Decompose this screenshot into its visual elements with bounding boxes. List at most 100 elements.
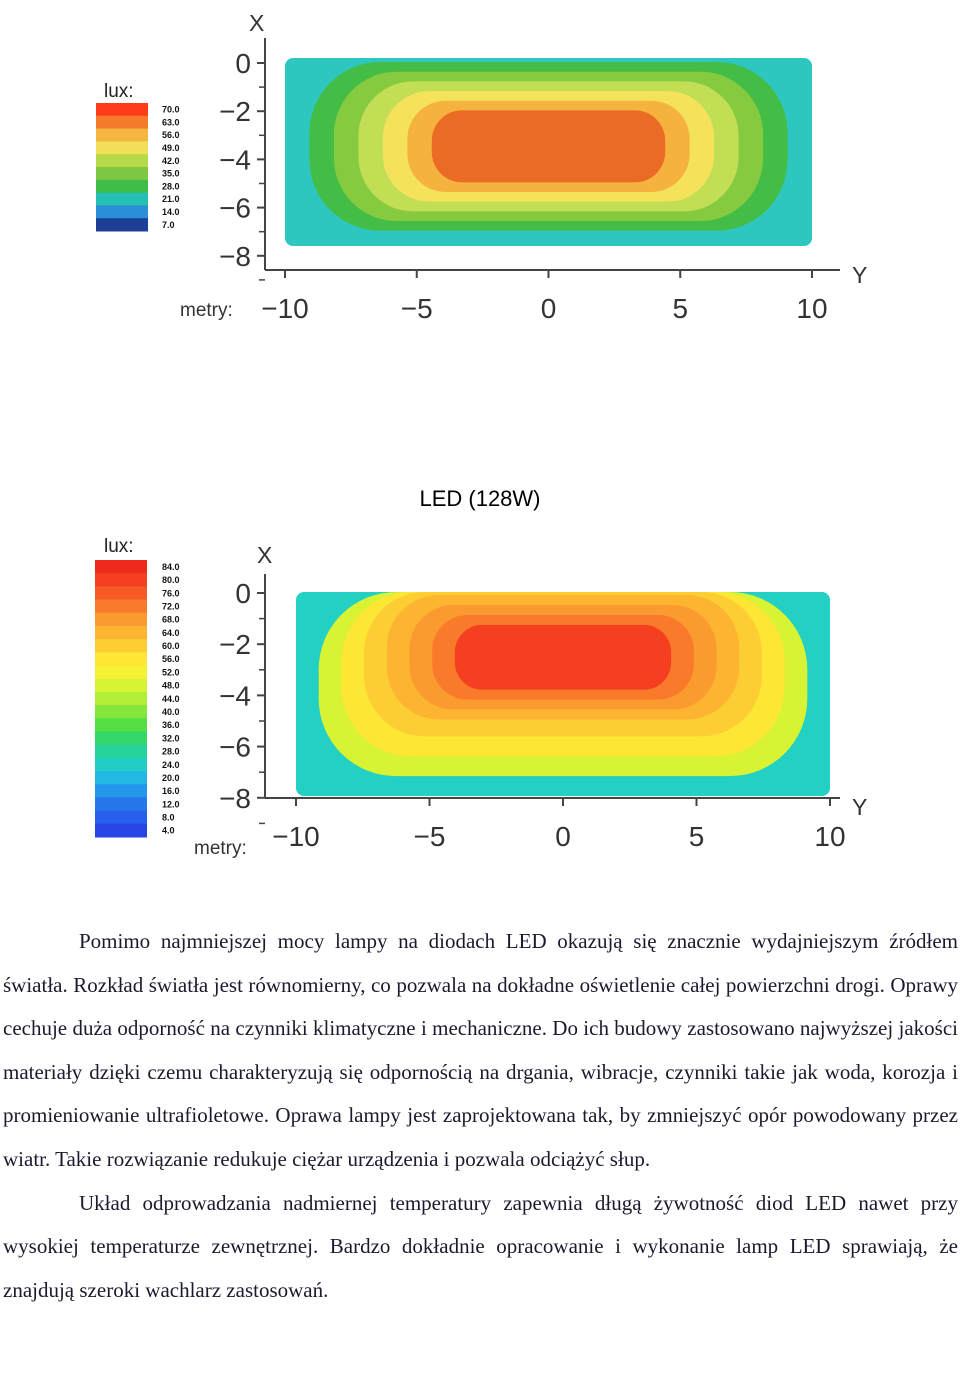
legend-swatch bbox=[96, 205, 148, 219]
legend-swatch bbox=[95, 599, 147, 614]
legend-swatch bbox=[96, 103, 148, 117]
legend-swatch bbox=[95, 823, 147, 838]
legend-value-label: 52.0 bbox=[162, 667, 180, 677]
contour-map-1 bbox=[285, 58, 812, 246]
legend-value-label: 72.0 bbox=[162, 601, 180, 611]
y-tick-label: −5 bbox=[414, 821, 446, 852]
legend-value-label: 56.0 bbox=[162, 654, 180, 664]
legend-value-label: 48.0 bbox=[162, 681, 180, 691]
legend-2: lux: 84.0 80.0 76.0 72.0 68.0 64.0 60.0 56.0 52.… bbox=[95, 536, 180, 838]
legend-swatch bbox=[95, 784, 147, 798]
y-tick-label: 5 bbox=[672, 293, 688, 324]
y-tick-label: 5 bbox=[689, 821, 705, 852]
x-tick-label: −2 bbox=[219, 629, 251, 660]
legend-value-label: 68.0 bbox=[162, 615, 180, 625]
legend-value-label: 28.0 bbox=[162, 181, 180, 191]
legend-value-label: 76.0 bbox=[162, 588, 180, 598]
legend-value-label: 84.0 bbox=[162, 562, 180, 572]
x-tick-label: 0 bbox=[235, 578, 251, 609]
y-tick-label: −10 bbox=[261, 293, 309, 324]
legend-title: lux: bbox=[104, 81, 134, 102]
legend-swatch bbox=[96, 128, 148, 142]
legend-swatch bbox=[96, 179, 148, 194]
y-tick-label: 10 bbox=[796, 293, 827, 324]
x-tick-label: −4 bbox=[219, 680, 251, 711]
x-axis-label: X bbox=[249, 10, 264, 36]
legend-value-label: 7.0 bbox=[162, 220, 175, 230]
y-axis-label: Y bbox=[852, 262, 867, 288]
y-tick-label: 0 bbox=[555, 821, 571, 852]
article-text: Pomimo najmniejszej mocy lampy na diodac… bbox=[3, 920, 958, 1312]
legend-swatch bbox=[95, 586, 147, 601]
legend-value-label: 70.0 bbox=[162, 105, 180, 115]
x-tick-label: −6 bbox=[219, 193, 251, 224]
legend-value-label: 32.0 bbox=[162, 733, 180, 743]
legend-value-label: 20.0 bbox=[162, 773, 180, 783]
paragraph-1: Pomimo najmniejszej mocy lampy na diodac… bbox=[3, 929, 958, 1171]
contour-map-2 bbox=[296, 592, 830, 796]
x-tick-label: 0 bbox=[235, 48, 251, 79]
legend-value-label: 14.0 bbox=[162, 207, 180, 217]
legend-swatch bbox=[95, 652, 147, 667]
legend-value-label: 16.0 bbox=[162, 786, 180, 796]
heatmap-plot-1: lux: 70.0 63.0 56.0 49.0 42.0 35.0 28.0 21.0 14.… bbox=[96, 10, 867, 324]
legend-swatch bbox=[95, 810, 147, 825]
legend-swatch bbox=[95, 678, 147, 693]
legend-value-label: 36.0 bbox=[162, 720, 180, 730]
contour-band bbox=[454, 624, 672, 690]
legend-swatch bbox=[95, 731, 147, 746]
legend-swatch bbox=[95, 612, 147, 627]
legend-value-label: 60.0 bbox=[162, 641, 180, 651]
legend-swatch bbox=[95, 639, 147, 653]
y-axis-label: Y bbox=[852, 794, 867, 820]
legend-swatch bbox=[95, 757, 147, 772]
legend-swatch bbox=[95, 691, 147, 706]
paragraph-2: Układ odprowadzania nadmiernej temperatu… bbox=[3, 1190, 958, 1302]
heatmap-plot-2: lux: 84.0 80.0 76.0 72.0 68.0 64.0 60.0 56.0 52.… bbox=[95, 536, 867, 859]
legend-swatch bbox=[96, 154, 148, 168]
contour-band bbox=[431, 110, 666, 183]
x-tick-label: −6 bbox=[219, 732, 251, 763]
legend-value-label: 21.0 bbox=[162, 194, 180, 204]
legend-value-label: 28.0 bbox=[162, 747, 180, 757]
legend-swatch bbox=[95, 771, 147, 785]
legend-swatch bbox=[95, 625, 147, 640]
legend-swatch bbox=[95, 573, 147, 587]
legend-swatch bbox=[95, 797, 147, 812]
meters-label: metry: bbox=[180, 300, 233, 321]
legend-value-label: 63.0 bbox=[162, 117, 180, 127]
meters-label: metry: bbox=[194, 838, 247, 859]
legend-title: lux: bbox=[104, 536, 134, 557]
x-tick-label: −8 bbox=[219, 241, 251, 272]
legend-swatch bbox=[96, 192, 148, 206]
x-tick-label: −4 bbox=[219, 144, 251, 175]
legend-swatch bbox=[95, 718, 147, 732]
legend-value-label: 4.0 bbox=[162, 826, 175, 836]
legend-value-label: 24.0 bbox=[162, 760, 180, 770]
legend-value-label: 80.0 bbox=[162, 575, 180, 585]
legend-value-label: 49.0 bbox=[162, 143, 180, 153]
legend-value-label: 56.0 bbox=[162, 130, 180, 140]
legend-swatch bbox=[95, 560, 147, 574]
legend-swatch bbox=[96, 167, 148, 181]
legend-1: lux: 70.0 63.0 56.0 49.0 42.0 35.0 28.0 21.0 14.… bbox=[96, 81, 180, 232]
axes-1: X Y metry: 0 −2 −4 −6 −8 −10 −5 0 5 10 bbox=[180, 10, 867, 324]
legend-swatch bbox=[95, 705, 147, 719]
axes-2: X Y metry: 0 −2 −4 −6 −8 −10 −5 0 5 10 bbox=[194, 542, 867, 859]
legend-swatch bbox=[95, 744, 147, 759]
legend-value-label: 35.0 bbox=[162, 169, 180, 179]
x-tick-label: −2 bbox=[219, 96, 251, 127]
x-axis-label: X bbox=[257, 542, 272, 568]
legend-swatch bbox=[96, 218, 148, 232]
y-tick-label: 0 bbox=[541, 293, 557, 324]
legend-swatch bbox=[96, 141, 148, 155]
legend-swatch bbox=[95, 665, 147, 680]
legend-value-label: 64.0 bbox=[162, 628, 180, 638]
y-tick-label: −10 bbox=[272, 821, 320, 852]
legend-swatch bbox=[96, 115, 148, 130]
x-tick-label: −8 bbox=[219, 783, 251, 814]
legend-value-label: 12.0 bbox=[162, 799, 180, 809]
legend-value-label: 8.0 bbox=[162, 813, 175, 823]
legend-value-label: 40.0 bbox=[162, 707, 180, 717]
y-tick-label: 10 bbox=[814, 821, 845, 852]
